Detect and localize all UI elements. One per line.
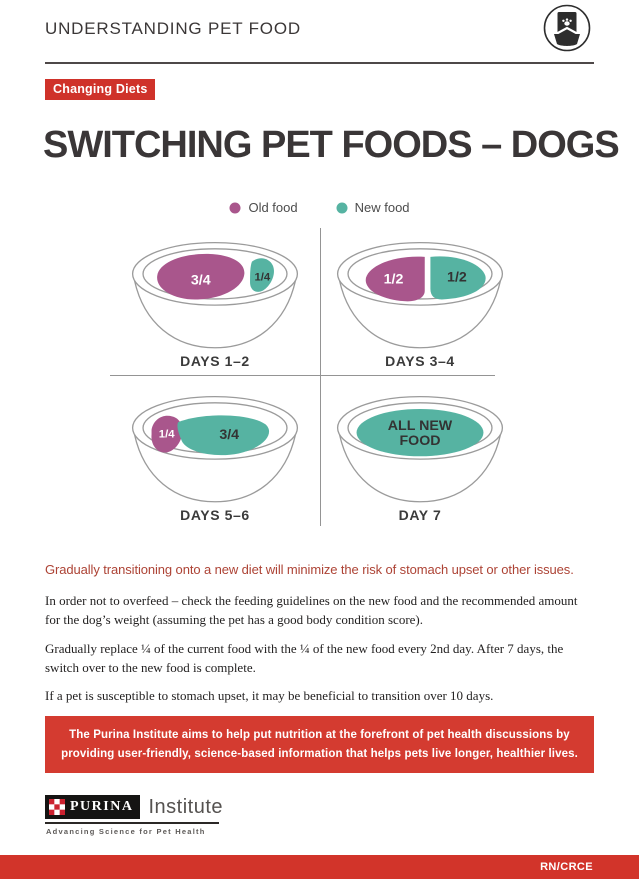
paragraph-replace: Gradually replace ¼ of the current food … (45, 640, 564, 675)
old-food-portion (157, 253, 245, 300)
old-portion-label: 3/4 (191, 272, 211, 288)
new-food-portion (250, 258, 274, 292)
callout-line2: providing user-friendly, science-based i… (61, 747, 578, 760)
bowl-caption-day-7: DAY 7 (398, 507, 442, 523)
legend-item-new-food: New food (336, 200, 410, 215)
legend: Old food New food (0, 200, 639, 215)
paragraph-susceptible: If a pet is susceptible to stomach upset… (45, 688, 494, 704)
old-portion-label: 1/4 (159, 428, 175, 440)
institute-wordmark: Institute (148, 795, 223, 818)
horizontal-divider (110, 375, 495, 376)
new-food-portion (356, 408, 484, 457)
header-divider (45, 62, 594, 64)
legend-new-label: New food (354, 200, 410, 215)
paragraph-overfeed: In order not to overfeed – check the fee… (45, 593, 578, 627)
new-portion-label: 1/4 (254, 272, 270, 284)
purina-wordmark: PURINA (70, 799, 134, 814)
purina-institute-callout: The Purina Institute aims to help put nu… (45, 716, 594, 773)
page-title: SWITCHING PET FOODS – DOGS (43, 124, 620, 166)
purina-logo-box: PURINA (45, 795, 141, 819)
new-food-portion (430, 256, 486, 300)
bowl-diagram-day-7: ALL NEW FOOD (330, 390, 510, 515)
callout-line1: The Purina Institute aims to help put nu… (69, 729, 570, 742)
bowl-caption-days-5-6: DAYS 5–6 (180, 507, 250, 523)
new-portion-label: 1/2 (447, 269, 467, 285)
purina-checkerboard-icon (49, 799, 65, 815)
all-new-food-label-line2: FOOD (400, 433, 441, 449)
bowl-diagram-days-5-6: 1/4 3/4 (125, 390, 305, 515)
page-header-title: UNDERSTANDING PET FOOD (45, 19, 301, 38)
logo-tagline: Advancing Science for Pet Health (46, 827, 206, 836)
old-food-dot-icon (229, 202, 241, 213)
new-food-portion (177, 415, 270, 456)
document-code: RN/CRCE (540, 861, 593, 873)
legend-old-label: Old food (248, 200, 298, 215)
all-new-food-label-line1: ALL NEW (388, 418, 453, 434)
bowl-diagram-days-1-2: 3/4 1/4 (125, 236, 305, 361)
purina-institute-logo: PURINA Institute (45, 795, 223, 819)
highlight-sentence: Gradually transitioning onto a new diet … (45, 562, 574, 577)
old-food-portion (365, 256, 425, 302)
vertical-divider (320, 228, 321, 526)
new-portion-label: 3/4 (219, 427, 239, 443)
new-food-dot-icon (336, 202, 348, 213)
bowl-caption-days-1-2: DAYS 1–2 (180, 353, 250, 369)
section-badge: Changing Diets (45, 79, 156, 100)
legend-item-old-food: Old food (229, 200, 298, 215)
old-food-portion (151, 415, 183, 453)
body-text: In order not to overfeed – check the fee… (45, 592, 594, 716)
bowl-diagram-days-3-4: 1/2 1/2 (330, 236, 510, 361)
bottom-bar: RN/CRCE (0, 855, 639, 879)
old-portion-label: 1/2 (384, 271, 404, 287)
logo-underline (45, 822, 219, 824)
bowl-caption-days-3-4: DAYS 3–4 (385, 353, 455, 369)
pet-food-bag-and-bowl-icon (542, 3, 592, 58)
